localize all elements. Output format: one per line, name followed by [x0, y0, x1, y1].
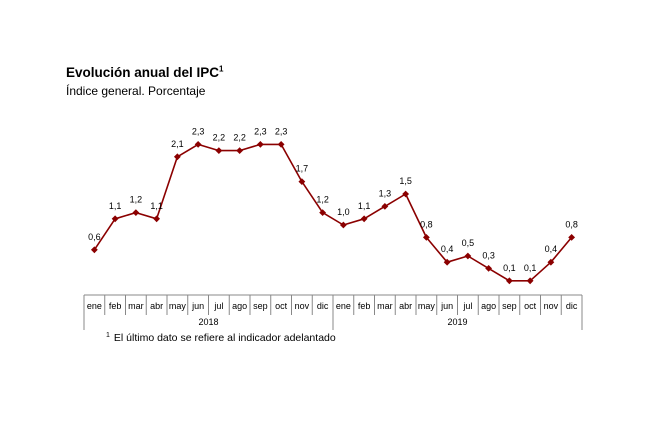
data-point	[402, 190, 410, 198]
data-label: 1,2	[130, 195, 143, 205]
data-label: 0,1	[524, 263, 537, 273]
x-tick-label: ago	[481, 301, 496, 311]
x-axis: ene feb mar abr may jun jul ago sep oct nov dic ene f…	[83, 294, 583, 330]
data-label: 1,2	[316, 195, 329, 205]
data-label: 1,7	[296, 164, 309, 174]
x-group-label: 2018	[198, 317, 218, 327]
data-label: 1,5	[399, 176, 412, 186]
x-tick-label: feb	[109, 301, 122, 311]
data-point	[464, 252, 472, 260]
x-tick-label: feb	[358, 301, 371, 311]
data-point	[236, 147, 244, 154]
data-point	[277, 141, 285, 148]
x-tick-label: abr	[399, 301, 412, 311]
data-point	[132, 209, 140, 216]
data-labels: 0,6 1,1 1,2 1,1 2,1 2,3 2,2 2,2 2,3 2,3 1,7 1,2 1,0 1…	[88, 126, 578, 272]
data-point	[505, 277, 513, 285]
x-tick-label: may	[418, 301, 436, 311]
x-tick-label: jul	[462, 301, 472, 311]
data-point	[485, 265, 493, 272]
x-group-label: 2019	[447, 317, 467, 327]
data-point	[256, 141, 264, 148]
series-line-group	[90, 141, 576, 285]
data-label: 0,5	[462, 238, 475, 248]
data-label: 0,4	[441, 244, 454, 254]
chart-subtitle: Índice general. Porcentaje	[66, 84, 206, 98]
data-label: 2,3	[192, 126, 205, 136]
data-label: 1,1	[358, 201, 371, 211]
x-tick-label: dic	[317, 301, 329, 311]
x-tick-label: nov	[544, 301, 559, 311]
data-point	[298, 178, 306, 185]
x-tick-label: mar	[377, 301, 393, 311]
x-tick-label: abr	[150, 301, 163, 311]
x-tick-label: jun	[440, 301, 453, 311]
data-point	[526, 277, 534, 285]
data-label: 2,3	[275, 126, 288, 136]
footnote: 1 El último dato se refiere al indicador …	[106, 331, 336, 345]
x-tick-label: ago	[232, 301, 247, 311]
data-label: 0,3	[482, 250, 495, 260]
x-tick-label: mar	[128, 301, 144, 311]
data-point	[547, 258, 555, 266]
chart-title: Evolución anual del IPC1	[66, 64, 224, 80]
footnote-text: El último dato se refiere al indicador a…	[113, 332, 336, 344]
x-tick-label: ene	[336, 301, 351, 311]
footnote-marker: 1	[106, 331, 110, 339]
data-label: 0,4	[545, 244, 558, 254]
data-point	[173, 153, 181, 161]
data-label: 0,1	[503, 263, 516, 273]
data-point	[381, 203, 389, 210]
x-tick-label: oct	[524, 301, 537, 311]
x-tick-label: nov	[295, 301, 310, 311]
data-point	[111, 215, 119, 223]
data-point	[319, 209, 327, 216]
data-point	[360, 215, 368, 223]
data-label: 2,2	[213, 133, 226, 143]
data-point	[568, 234, 576, 241]
data-point	[339, 221, 347, 229]
data-point	[194, 141, 202, 148]
data-label: 2,2	[233, 133, 246, 143]
x-tick-label: ene	[87, 301, 102, 311]
x-tick-label: may	[169, 301, 187, 311]
data-label: 0,6	[88, 232, 101, 242]
x-tick-label: oct	[275, 301, 288, 311]
data-label: 0,8	[420, 219, 433, 229]
data-label: 1,3	[379, 188, 392, 198]
x-tick-label: sep	[253, 301, 268, 311]
data-point	[90, 246, 98, 254]
data-label: 2,3	[254, 126, 267, 136]
data-label: 2,1	[171, 139, 184, 149]
data-label: 0,8	[565, 219, 578, 229]
data-point	[422, 234, 430, 241]
x-tick-label: sep	[502, 301, 517, 311]
x-tick-label: jul	[213, 301, 223, 311]
data-label: 1,1	[109, 201, 122, 211]
data-point	[215, 147, 223, 154]
data-label: 1,1	[150, 201, 163, 211]
series-line	[93, 143, 573, 282]
data-point	[153, 215, 161, 223]
x-tick-label: dic	[566, 301, 578, 311]
title-footnote-marker: 1	[219, 64, 224, 74]
data-label: 1,0	[337, 207, 350, 217]
data-point	[443, 258, 451, 266]
x-tick-label: jun	[191, 301, 204, 311]
